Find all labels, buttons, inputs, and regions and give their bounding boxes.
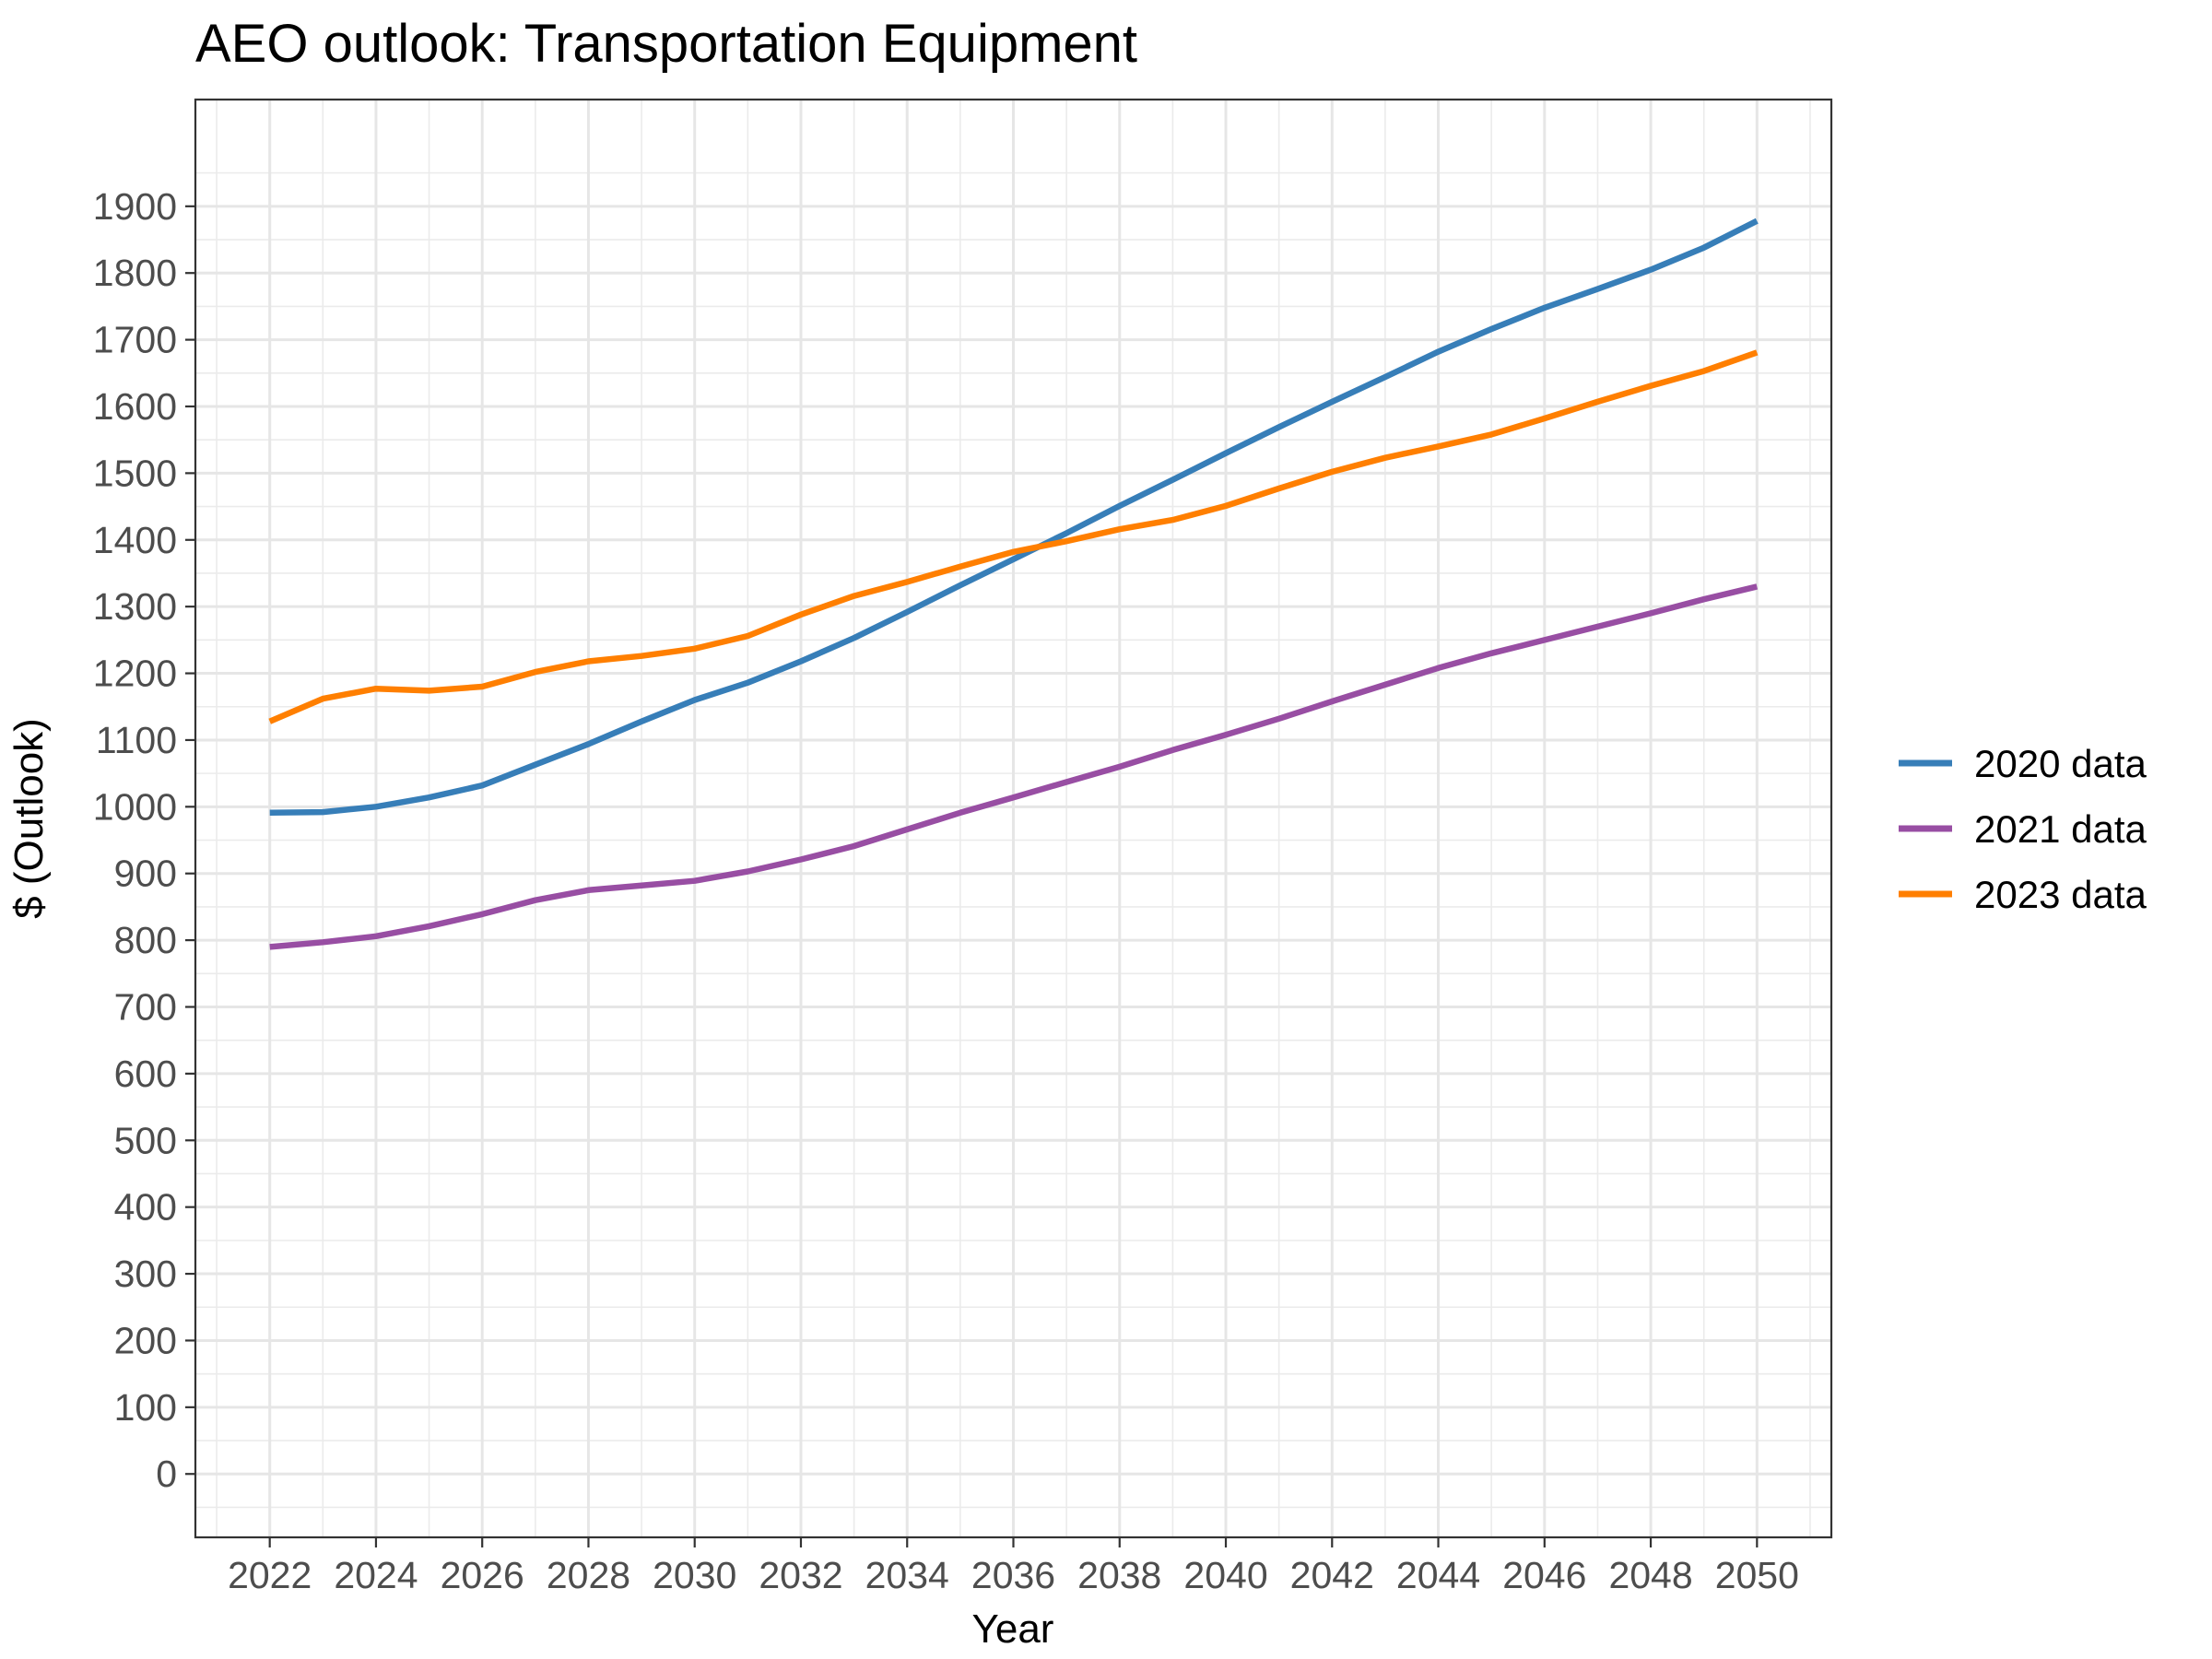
y-tick-label: 1200 xyxy=(93,653,177,695)
x-tick-label: 2044 xyxy=(1396,1554,1480,1596)
x-tick-label: 2026 xyxy=(441,1554,524,1596)
y-tick-label: 1400 xyxy=(93,519,177,561)
x-tick-label: 2034 xyxy=(865,1554,949,1596)
series-lines xyxy=(268,218,1759,950)
legend-label: 2023 data xyxy=(1974,873,2147,916)
y-tick-label: 1800 xyxy=(93,252,177,294)
y-tick-label: 600 xyxy=(114,1053,177,1095)
x-tick-label: 2030 xyxy=(653,1554,736,1596)
legend-item: 2020 data xyxy=(1899,742,2147,785)
y-tick-label: 1700 xyxy=(93,319,177,361)
y-tick-label: 1300 xyxy=(93,585,177,628)
y-tick-label: 0 xyxy=(156,1453,177,1495)
y-axis-label: $ (Outlook) xyxy=(6,718,52,919)
y-tick-label: 1000 xyxy=(93,785,177,828)
y-tick-label: 300 xyxy=(114,1253,177,1295)
x-tick-label: 2022 xyxy=(228,1554,312,1596)
legend-label: 2020 data xyxy=(1974,742,2147,785)
x-axis: 2022 2024 2026 2028 2030 2032 2034 2036 2038 2040… xyxy=(228,1537,1799,1596)
x-axis-label: Year xyxy=(972,1606,1054,1652)
series-line-2020-data xyxy=(269,218,1759,817)
chart-title: AEO outlook: Transportation Equipment xyxy=(195,14,1137,74)
y-tick-label: 1600 xyxy=(93,385,177,428)
y-tick-label: 100 xyxy=(114,1386,177,1429)
x-tick-label: 2048 xyxy=(1608,1554,1692,1596)
y-tick-label: 800 xyxy=(114,919,177,961)
y-tick-label: 500 xyxy=(114,1119,177,1161)
y-tick-label: 700 xyxy=(114,986,177,1029)
y-axis: 0 100 200 300 400 500 600 700 800 900 1000 1100 1200… xyxy=(93,185,195,1495)
y-tick-label: 200 xyxy=(114,1319,177,1361)
y-tick-label: 1500 xyxy=(93,452,177,494)
x-tick-label: 2024 xyxy=(334,1554,418,1596)
x-tick-label: 2040 xyxy=(1183,1554,1267,1596)
major-gridlines xyxy=(195,100,1831,1537)
x-tick-label: 2028 xyxy=(547,1554,630,1596)
legend-item: 2021 data xyxy=(1899,807,2147,851)
x-tick-label: 2032 xyxy=(759,1554,842,1596)
x-tick-label: 2050 xyxy=(1715,1554,1799,1596)
y-tick-label: 1900 xyxy=(93,185,177,228)
legend-label: 2021 data xyxy=(1974,807,2147,851)
series-line-2021-data xyxy=(269,583,1759,950)
x-tick-label: 2042 xyxy=(1290,1554,1374,1596)
x-tick-label: 2036 xyxy=(971,1554,1055,1596)
legend: 2020 data 2021 data 2023 data xyxy=(1899,742,2147,916)
y-tick-label: 1100 xyxy=(96,719,177,761)
y-tick-label: 900 xyxy=(114,853,177,895)
y-tick-label: 400 xyxy=(114,1186,177,1229)
x-tick-label: 2046 xyxy=(1502,1554,1586,1596)
legend-item: 2023 data xyxy=(1899,873,2147,916)
x-tick-label: 2038 xyxy=(1077,1554,1161,1596)
series-line-2023-data xyxy=(268,349,1759,724)
